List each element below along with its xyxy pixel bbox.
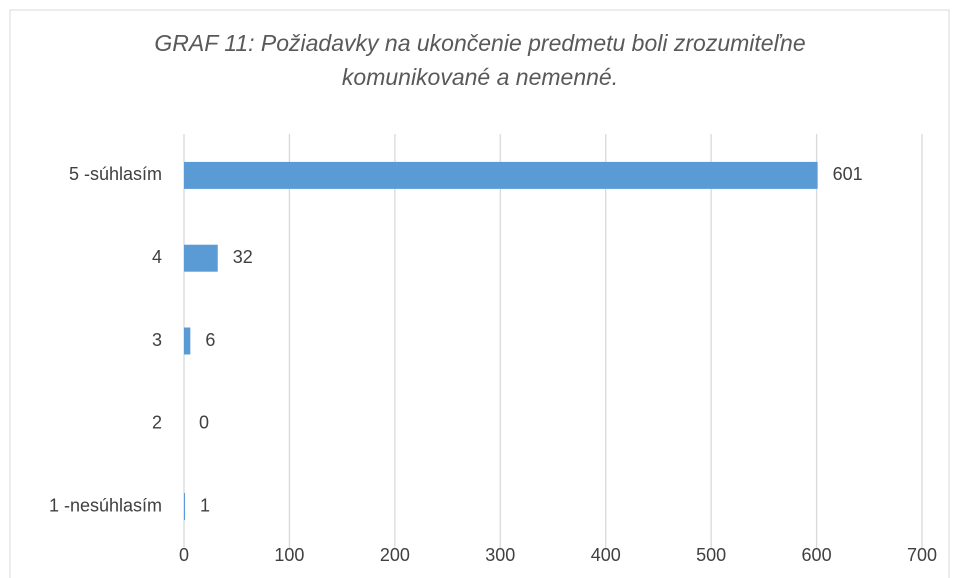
x-tick-label: 500 [696, 545, 726, 565]
y-tick-label: 3 [152, 330, 162, 350]
y-tick-label: 2 [152, 413, 162, 433]
x-tick-label: 200 [380, 545, 410, 565]
bar [184, 244, 218, 272]
x-tick-label: 100 [274, 545, 304, 565]
data-label: 1 [200, 495, 210, 515]
bar [184, 161, 818, 189]
x-tick-label: 600 [802, 545, 832, 565]
chart-border [9, 9, 950, 578]
data-label: 0 [199, 413, 209, 433]
chart-title: GRAF 11: Požiadavky na ukončenie predmet… [154, 30, 806, 90]
bar [184, 327, 191, 355]
bar [184, 493, 186, 521]
y-tick-label: 5 -súhlasím [69, 164, 162, 184]
y-tick-label: 1 -nesúhlasím [49, 495, 162, 515]
data-label: 601 [833, 164, 863, 184]
data-label: 32 [233, 247, 253, 267]
x-tick-label: 700 [907, 545, 937, 565]
x-tick-label: 400 [591, 545, 621, 565]
x-tick-label: 0 [179, 545, 189, 565]
y-tick-label: 4 [152, 247, 162, 267]
data-label: 6 [205, 330, 215, 350]
x-tick-label: 300 [485, 545, 515, 565]
